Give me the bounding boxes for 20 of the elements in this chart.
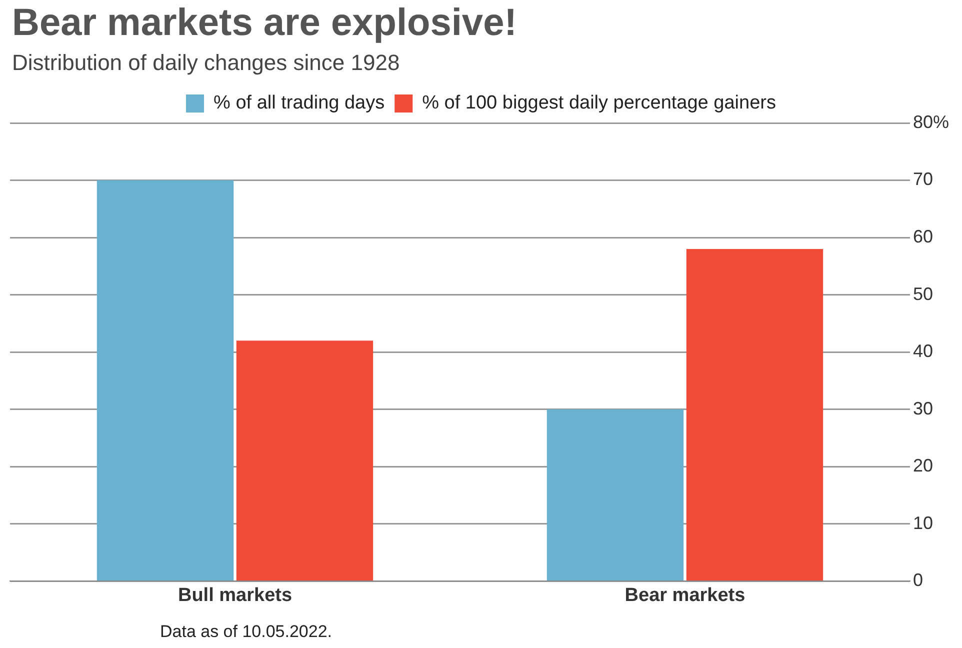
y-tick-label: 40 [912, 341, 934, 362]
bar [686, 249, 824, 580]
y-tick-label: 60 [912, 226, 934, 247]
x-tick-label: Bull markets [178, 584, 292, 606]
y-tick-label: 70 [912, 169, 934, 190]
bar [96, 180, 234, 580]
chart-title: Bear markets are explosive! [12, 2, 517, 45]
legend-label: % of all trading days [214, 92, 385, 114]
y-tick-label: 0 [912, 570, 923, 590]
y-tick-label: 10 [912, 512, 934, 533]
chart-subtitle: Distribution of daily changes since 1928 [12, 50, 400, 76]
y-tick-label: 50 [912, 284, 934, 304]
text: Data as of 10.05.2022. [160, 622, 332, 642]
y-tick-label: 80% [912, 112, 950, 132]
y-tick-label: 20 [912, 456, 934, 476]
bar [236, 340, 374, 580]
y-tick-label: 30 [912, 398, 934, 418]
legend-label: % of 100 biggest daily percentage gainers [422, 92, 776, 114]
bar [546, 409, 684, 580]
x-tick-label: Bear markets [624, 584, 746, 606]
